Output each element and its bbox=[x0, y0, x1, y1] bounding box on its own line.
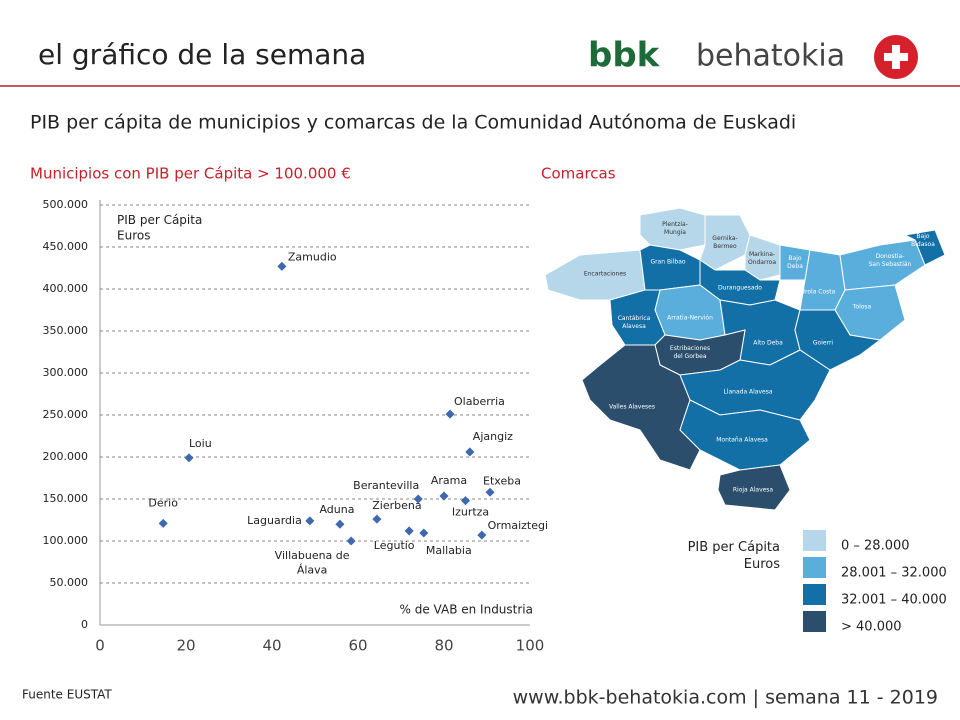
region-label: Bajo Deba bbox=[787, 255, 803, 270]
data-point bbox=[184, 453, 194, 463]
legend-label: > 40.000 bbox=[841, 620, 902, 635]
map-legend-title: PIB per Cápita Euros bbox=[688, 540, 781, 572]
y-tick-label: 0 bbox=[81, 618, 88, 631]
data-point bbox=[335, 519, 345, 529]
x-tick-label: 100 bbox=[516, 637, 545, 655]
point-label: Laguardia bbox=[247, 514, 302, 527]
map-region bbox=[779, 244, 811, 281]
data-point bbox=[277, 261, 287, 271]
region-label: Plentzia-Mungia bbox=[662, 221, 688, 236]
data-point bbox=[158, 518, 168, 528]
x-axis-label: % de VAB en Industria bbox=[400, 603, 533, 617]
region-label: Gran Bilbao bbox=[650, 259, 685, 266]
region-label: Cantábrica Alavesa bbox=[618, 315, 651, 330]
legend-label: 0 – 28.000 bbox=[841, 539, 910, 554]
map-region bbox=[639, 244, 701, 291]
y-tick-label: 100.000 bbox=[43, 534, 89, 547]
legend-swatch bbox=[803, 611, 826, 632]
x-tick-label: 80 bbox=[434, 637, 453, 655]
point-label: Ormaiztegi bbox=[488, 519, 548, 532]
point-label: Olaberria bbox=[454, 395, 505, 408]
point-label: Aduna bbox=[319, 503, 354, 516]
region-label: Tolosa bbox=[852, 304, 872, 311]
y-tick-label: 500.000 bbox=[43, 198, 89, 211]
y-tick-label: 300.000 bbox=[43, 366, 89, 379]
data-point bbox=[460, 496, 471, 506]
point-label: Ajangiz bbox=[473, 430, 513, 443]
x-tick-label: 60 bbox=[348, 637, 367, 655]
data-point bbox=[419, 528, 429, 538]
region-label: Goierri bbox=[813, 340, 834, 347]
x-tick-label: 0 bbox=[95, 637, 105, 655]
map-region bbox=[679, 399, 811, 471]
footer-source: Fuente EUSTAT bbox=[22, 688, 112, 702]
logo-name: behatokia bbox=[696, 39, 845, 74]
region-label: Urola Costa bbox=[801, 289, 836, 296]
legend-swatch bbox=[803, 530, 826, 551]
data-point bbox=[465, 447, 475, 457]
data-point bbox=[445, 409, 455, 419]
headline: PIB per cápita de municipios y comarcas … bbox=[30, 112, 796, 134]
region-label: Valles Alaveses bbox=[609, 404, 655, 411]
point-label: Mallabia bbox=[426, 544, 472, 557]
data-point bbox=[404, 526, 414, 536]
legend-swatch bbox=[803, 584, 826, 605]
region-label: Duranguesado bbox=[718, 285, 762, 292]
map-region bbox=[717, 464, 791, 511]
y-tick-label: 450.000 bbox=[43, 240, 89, 253]
y-tick-label: 50.000 bbox=[50, 576, 89, 589]
y-tick-label: 200.000 bbox=[43, 450, 89, 463]
data-point bbox=[439, 491, 449, 501]
map-region bbox=[903, 229, 946, 266]
point-label: Arama bbox=[431, 474, 467, 487]
data-point bbox=[485, 487, 495, 497]
point-label: Legutio bbox=[374, 539, 415, 552]
region-label: Rioja Alavesa bbox=[733, 487, 774, 494]
map-title: Comarcas bbox=[541, 165, 616, 183]
region-label: Encartaciones bbox=[584, 271, 626, 278]
map-region bbox=[794, 309, 882, 371]
map-region bbox=[699, 214, 751, 271]
y-tick-label: 350.000 bbox=[43, 324, 89, 337]
map-region bbox=[639, 207, 706, 251]
data-point bbox=[305, 516, 315, 526]
region-label: Llanada Alavesa bbox=[723, 389, 772, 396]
region-label: Arratia-Nervión bbox=[667, 315, 713, 322]
region-label: Bajo Bidasoa bbox=[911, 233, 935, 248]
point-label: Zamudio bbox=[288, 250, 337, 263]
region-label: Alto Deba bbox=[753, 340, 783, 347]
point-label: Derio bbox=[148, 496, 178, 509]
region-label: Estribaciones del Gorbea bbox=[670, 345, 710, 360]
x-tick-label: 20 bbox=[176, 637, 195, 655]
legend-label: 32.001 – 40.000 bbox=[841, 593, 947, 608]
point-label: Izurtza bbox=[452, 506, 489, 519]
y-tick-label: 150.000 bbox=[43, 492, 89, 505]
data-point bbox=[477, 530, 487, 540]
point-label: Loiu bbox=[189, 437, 212, 450]
region-label: Donostia-San Sebastián bbox=[869, 253, 912, 268]
logo-cross bbox=[892, 45, 900, 69]
point-label: Zierbena bbox=[372, 499, 421, 512]
data-point bbox=[372, 514, 382, 524]
header-title: el gráfico de la semana bbox=[38, 38, 366, 71]
logo-bbk: bbk bbox=[588, 36, 661, 76]
point-label: Etxeba bbox=[483, 474, 521, 487]
y-axis-label: PIB per Cápita Euros bbox=[117, 213, 202, 243]
point-label: Berantevilla bbox=[353, 479, 419, 492]
region-label: Gernika-Bermeo bbox=[712, 235, 737, 250]
region-label: Montaña Alavesa bbox=[716, 437, 768, 444]
footer-site: www.bbk-behatokia.com | semana 11 - 2019 bbox=[513, 687, 938, 709]
x-tick-label: 40 bbox=[262, 637, 281, 655]
chart-title: Municipios con PIB per Cápita > 100.000 … bbox=[30, 165, 351, 183]
data-point bbox=[346, 536, 356, 546]
region-label: Markina-Ondarroa bbox=[748, 251, 776, 266]
y-tick-label: 250.000 bbox=[43, 408, 89, 421]
point-label: Villabuena de Álava bbox=[275, 549, 350, 576]
y-tick-label: 400.000 bbox=[43, 282, 89, 295]
legend-swatch bbox=[803, 557, 826, 578]
legend-label: 28.001 – 32.000 bbox=[841, 566, 947, 581]
